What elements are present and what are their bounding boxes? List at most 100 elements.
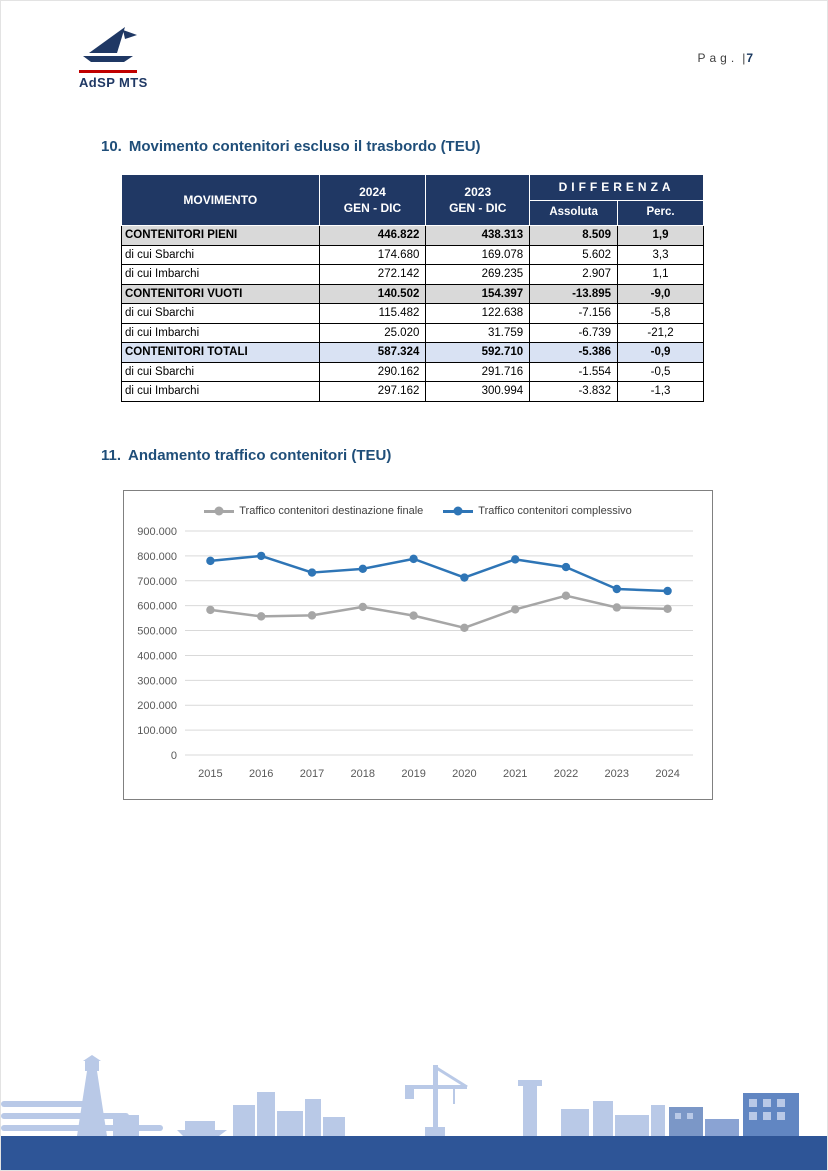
legend-line-marker-icon: [204, 506, 235, 516]
sailboat-logo-icon: [83, 27, 137, 62]
section-11-heading: 11. Andamento traffico contenitori (TEU): [101, 447, 391, 464]
col-header-2024-year: 2024: [359, 184, 386, 199]
col-header-2024: 2024 GEN - DIC: [318, 174, 427, 226]
section-10-title: Movimento contenitori escluso il trasbor…: [128, 138, 481, 155]
row-label: di cui Sbarchi: [121, 244, 320, 265]
value-2023: 291.716: [425, 361, 531, 382]
col-header-differenza: DIFFERENZA: [529, 174, 704, 201]
svg-text:900.000: 900.000: [137, 526, 177, 538]
section-10-number: 10.: [101, 138, 122, 155]
value-2024: 140.502: [318, 283, 427, 304]
row-label: CONTENITORI TOTALI: [121, 342, 320, 363]
movement-table-wrap: MOVIMENTO 2024 GEN - DIC 2023 GEN - DIC …: [121, 174, 704, 402]
value-2024: 174.680: [318, 244, 427, 265]
value-2024: 290.162: [318, 361, 427, 382]
legend-line-marker-icon: [443, 506, 474, 516]
legend-label: Traffico contenitori destinazione finale: [239, 505, 424, 517]
section-11-number: 11.: [101, 447, 122, 464]
value-assoluta: -6.739: [529, 322, 619, 343]
table-row: CONTENITORI PIENI 446.822 438.313 8.509 1,9: [121, 225, 704, 246]
svg-text:2023: 2023: [605, 768, 629, 780]
adsp-mts-logo: AdSP MTS: [79, 25, 149, 90]
table-row: di cui Sbarchi 115.482 122.638 -7.156 -5,8: [121, 303, 704, 324]
page-number-value: 7: [746, 51, 753, 65]
svg-text:300.000: 300.000: [137, 675, 177, 687]
value-perc: -0,5: [617, 361, 704, 382]
svg-text:2018: 2018: [351, 768, 375, 780]
value-assoluta: -5.386: [529, 342, 619, 363]
value-2023: 169.078: [425, 244, 531, 265]
value-assoluta: -1.554: [529, 361, 619, 382]
col-header-assoluta: Assoluta: [529, 200, 619, 226]
svg-text:200.000: 200.000: [137, 700, 177, 712]
value-perc: 1,1: [617, 264, 704, 285]
row-label: CONTENITORI PIENI: [121, 225, 320, 246]
table-row: di cui Imbarchi 25.020 31.759 -6.739 -21,2: [121, 322, 704, 343]
svg-text:2024: 2024: [655, 768, 679, 780]
svg-text:2017: 2017: [300, 768, 324, 780]
logo-text: AdSP MTS: [79, 75, 148, 90]
page-separator: |: [742, 51, 746, 65]
row-label: CONTENITORI VUOTI: [121, 283, 320, 304]
col-header-2023-year: 2023: [464, 184, 492, 199]
svg-text:500.000: 500.000: [137, 626, 177, 638]
value-perc: -9,0: [617, 283, 704, 304]
chart-legend: Traffico contenitori destinazione finale…: [124, 501, 712, 521]
value-2023: 31.759: [425, 322, 531, 343]
value-assoluta: 2.907: [529, 264, 619, 285]
table-row: CONTENITORI TOTALI 587.324 592.710 -5.386 -0…: [121, 342, 704, 363]
traffic-chart-box: Traffico contenitori destinazione finale…: [123, 490, 713, 800]
value-2024: 115.482: [318, 303, 427, 324]
logo-red-rule: [79, 70, 137, 73]
value-2023: 154.397: [425, 283, 531, 304]
svg-text:800.000: 800.000: [137, 551, 177, 563]
section-10-heading: 10. Movimento contenitori escluso il tra…: [101, 138, 481, 155]
row-label: di cui Imbarchi: [121, 322, 320, 343]
svg-text:100.000: 100.000: [137, 725, 177, 737]
legend-item: Traffico contenitori destinazione finale: [204, 505, 423, 517]
value-assoluta: -7.156: [529, 303, 619, 324]
value-assoluta: -3.832: [529, 381, 619, 402]
col-header-2024-period: GEN - DIC: [343, 201, 402, 215]
svg-text:700.000: 700.000: [137, 576, 177, 588]
svg-text:2022: 2022: [554, 768, 578, 780]
page-number: Pag. |7: [698, 51, 754, 65]
value-assoluta: -13.895: [529, 283, 619, 304]
value-2023: 438.313: [425, 225, 531, 246]
value-2023: 122.638: [425, 303, 531, 324]
value-2023: 592.710: [425, 342, 531, 363]
table-row: di cui Sbarchi 174.680 169.078 5.602 3,3: [121, 244, 704, 265]
value-perc: 1,9: [617, 225, 704, 246]
row-label: di cui Imbarchi: [121, 381, 320, 402]
value-perc: -1,3: [617, 381, 704, 402]
page-label: Pag.: [697, 51, 739, 65]
value-assoluta: 8.509: [529, 225, 619, 246]
svg-text:600.000: 600.000: [137, 601, 177, 613]
col-header-2023-period: GEN - DIC: [449, 201, 507, 215]
value-perc: 3,3: [617, 244, 704, 265]
value-assoluta: 5.602: [529, 244, 619, 265]
row-label: di cui Sbarchi: [121, 361, 320, 382]
value-2023: 269.235: [425, 264, 531, 285]
svg-text:2020: 2020: [452, 768, 476, 780]
legend-item: Traffico contenitori complessivo: [443, 505, 632, 517]
value-2024: 297.162: [318, 381, 427, 402]
row-label: di cui Sbarchi: [121, 303, 320, 324]
table-row: di cui Imbarchi 272.142 269.235 2.907 1,1: [121, 264, 704, 285]
port-skyline-graphic: [1, 1055, 827, 1170]
value-perc: -5,8: [617, 303, 704, 324]
row-label: di cui Imbarchi: [121, 264, 320, 285]
legend-label: Traffico contenitori complessivo: [478, 505, 632, 517]
svg-text:2021: 2021: [503, 768, 527, 780]
svg-text:0: 0: [171, 750, 177, 762]
value-perc: -21,2: [617, 322, 704, 343]
value-2024: 587.324: [318, 342, 427, 363]
section-11-title: Andamento traffico contenitori (TEU): [128, 447, 392, 464]
table-row: CONTENITORI VUOTI 140.502 154.397 -13.895 -9…: [121, 283, 704, 304]
value-2024: 25.020: [318, 322, 427, 343]
col-header-movimento: MOVIMENTO: [121, 174, 320, 226]
svg-text:400.000: 400.000: [137, 650, 177, 662]
svg-text:2016: 2016: [249, 768, 273, 780]
traffic-chart: 0 100.000 200.000 300.000 400.000 500.000 600.…: [137, 526, 693, 780]
